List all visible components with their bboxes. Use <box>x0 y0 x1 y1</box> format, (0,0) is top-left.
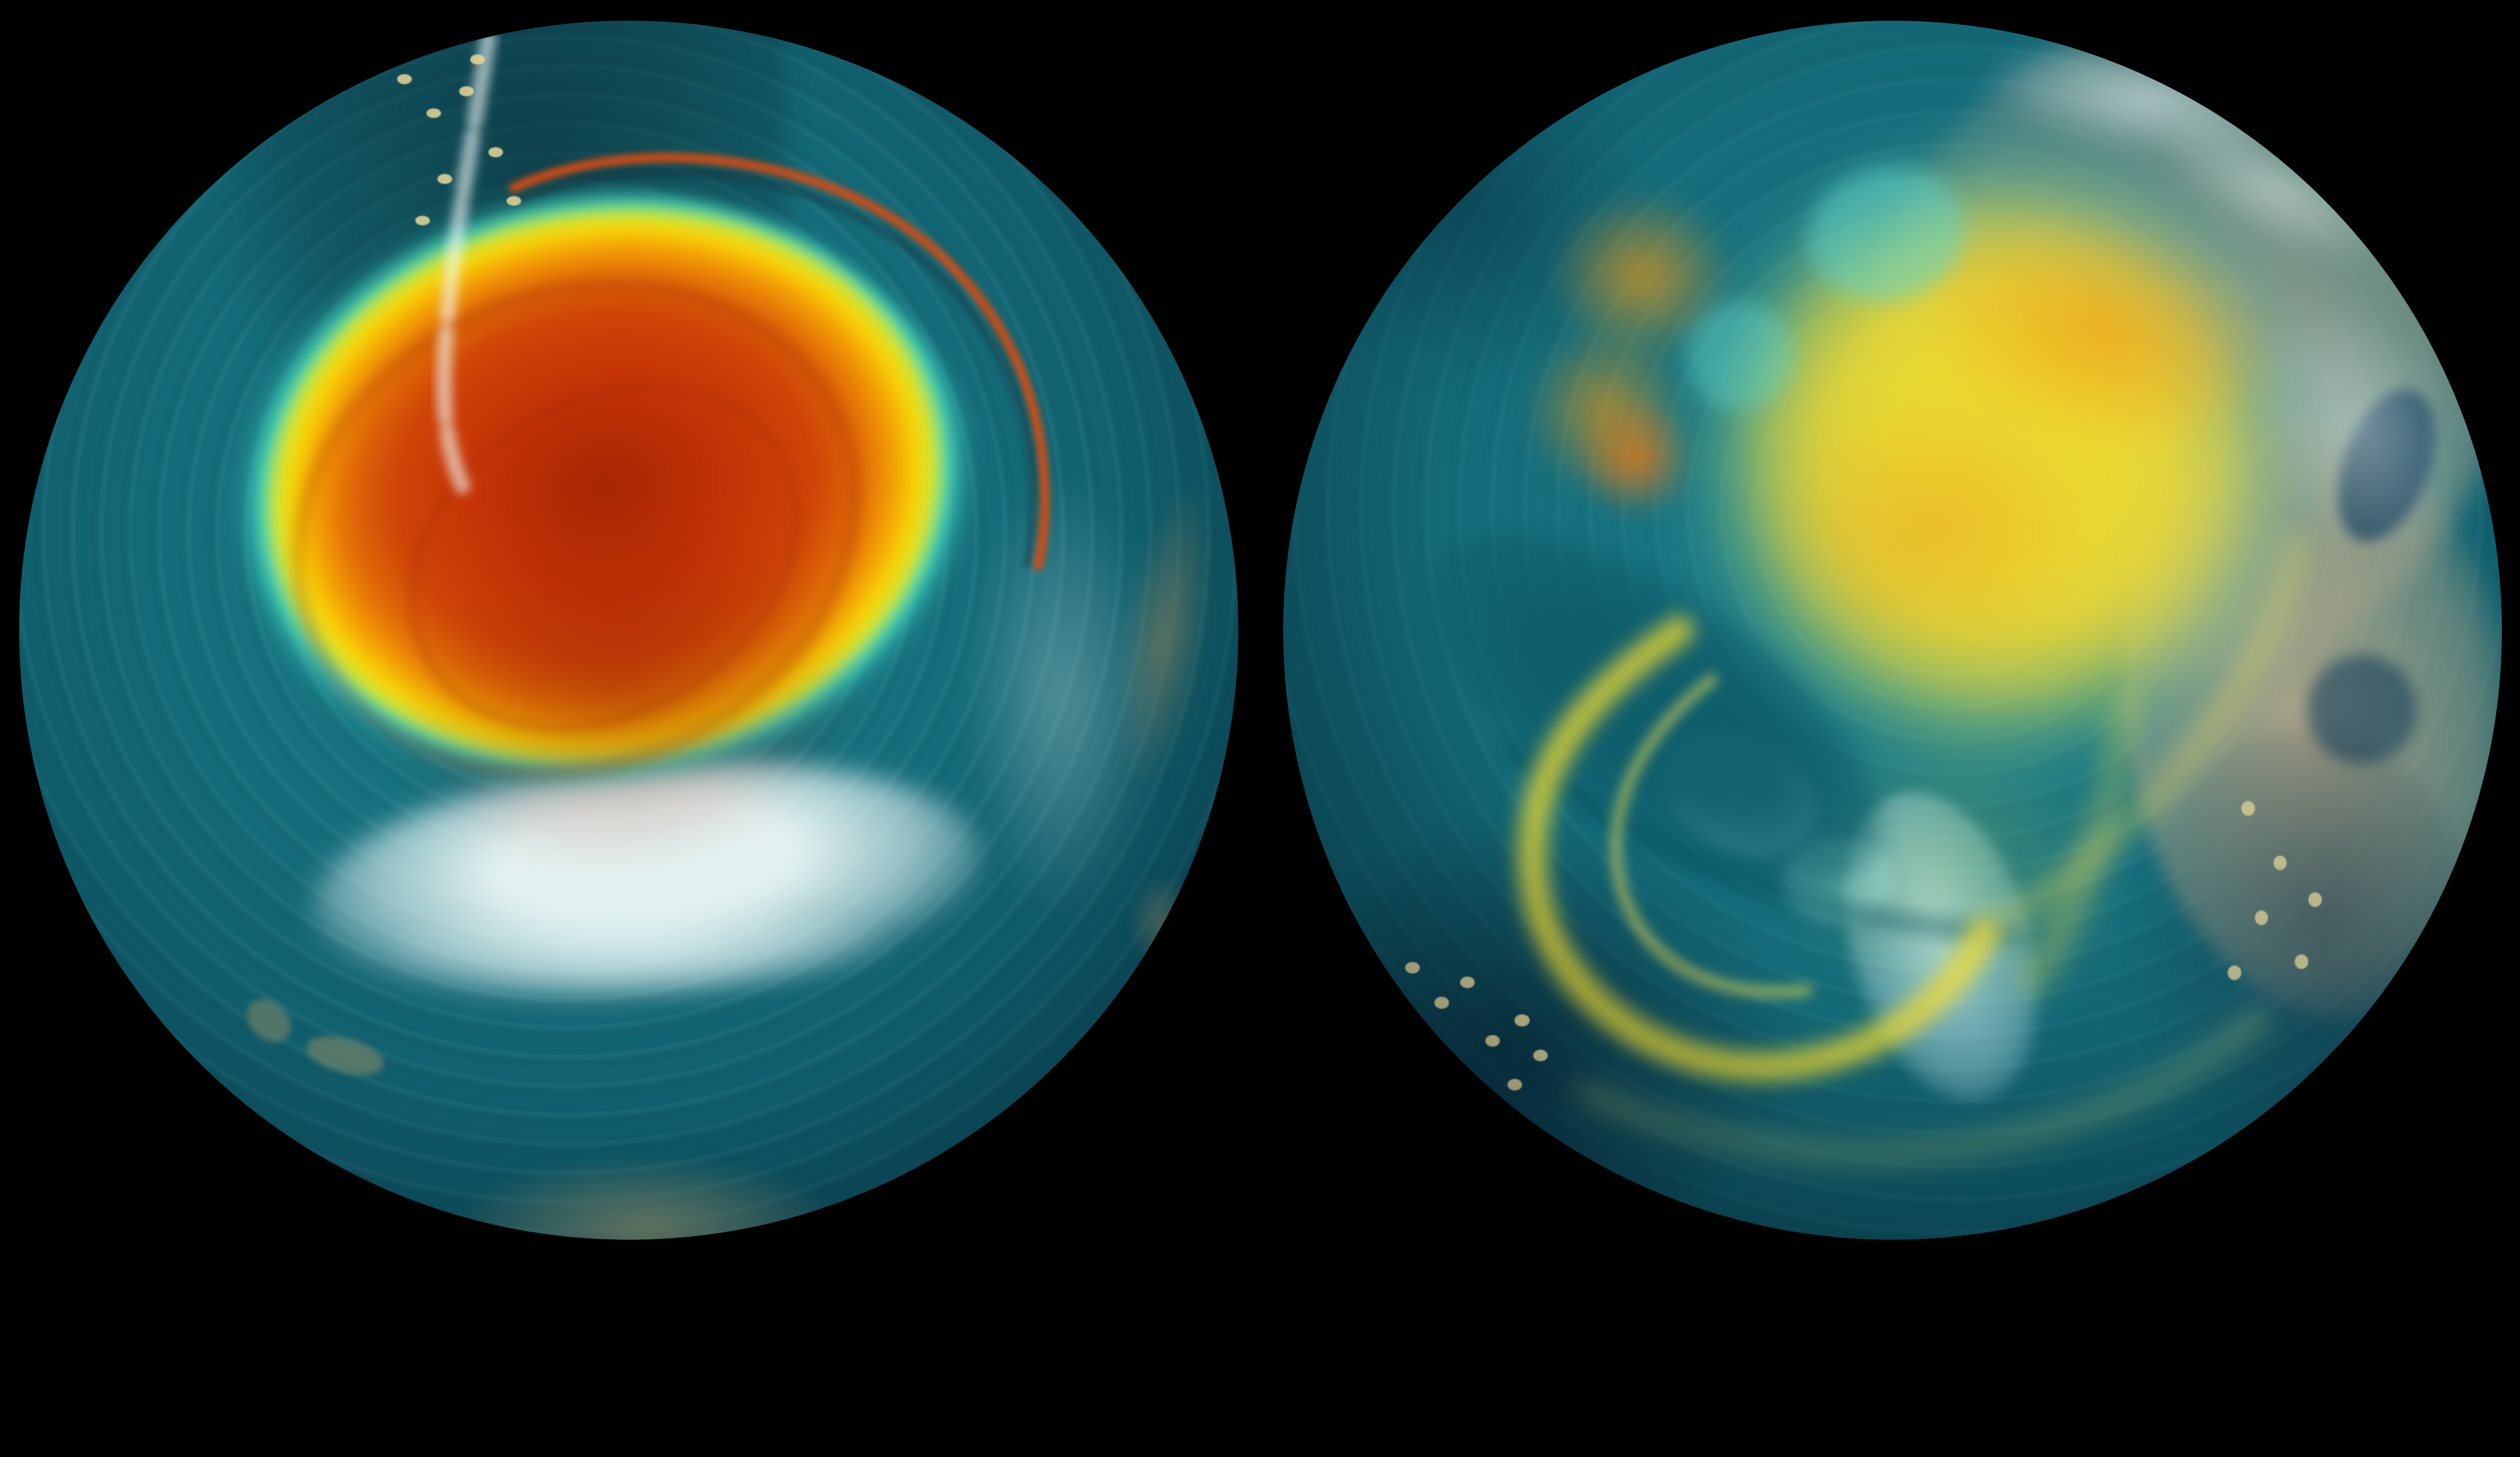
greenland-ice-sheet <box>1809 769 2073 1125</box>
cloud-cyan-inclusion <box>1793 149 1980 319</box>
left-globe-filament-overlay <box>436 29 1050 571</box>
shear-line-dark <box>1506 743 2024 941</box>
filament-shadow-line <box>509 169 1036 568</box>
ozone-filament-arc <box>509 152 1050 571</box>
ozone-descending-band <box>2018 689 2139 996</box>
ozone-orange-hotspot <box>1527 325 1686 496</box>
city-light-dot <box>1533 1049 1548 1062</box>
city-light-dot <box>426 108 441 118</box>
city-light-dot <box>415 215 430 226</box>
europe-city-lights <box>2161 691 2429 1057</box>
new-zealand-island <box>238 990 299 1051</box>
right-globe-filament-overlay <box>1506 535 2305 1166</box>
antarctic-ozone-globe <box>19 20 1238 1240</box>
ozone-swirl-mass <box>1533 67 2387 889</box>
city-light-dot <box>1515 1014 1530 1026</box>
city-light-dot <box>2241 801 2255 816</box>
city-light-dot <box>459 86 474 96</box>
antarctic-ice-clouds <box>302 735 991 1025</box>
city-light-dot <box>488 147 503 157</box>
ozone-orange-hotspot <box>1551 191 1734 362</box>
antarctic-ice-ragged-edge <box>385 898 897 996</box>
city-light-dot <box>1434 997 1449 1009</box>
rim-sea-patch <box>2307 654 2417 765</box>
ozone-tail-filament <box>1974 535 2305 943</box>
city-light-dot <box>2228 965 2241 981</box>
south-america-city-lights <box>287 21 653 265</box>
city-light-dot <box>2273 856 2287 871</box>
north-america-city-lights <box>1332 874 1698 1167</box>
east-limb-haze <box>970 483 1153 911</box>
ozone-hook-inner-filament <box>1610 673 1813 998</box>
city-light-dot <box>2295 954 2308 969</box>
ozone-orange-core <box>1771 398 2100 655</box>
ozone-orange-band <box>1898 183 2302 480</box>
ozone-hook-filament <box>1518 615 1999 1081</box>
city-light-dot <box>1423 1035 1438 1047</box>
city-light-dot <box>1460 976 1475 989</box>
vortex-swirl-ring <box>344 313 864 802</box>
city-light-dot <box>470 54 485 65</box>
city-light-dot <box>2254 910 2269 926</box>
new-zealand-island <box>302 1029 388 1082</box>
arctic-archipelago-ice <box>1783 837 1893 923</box>
city-light-dot <box>1485 1035 1500 1047</box>
city-light-dot <box>437 174 452 184</box>
vortex-swirl-ring <box>218 198 934 860</box>
city-light-dot <box>397 74 412 84</box>
city-light-dot <box>1405 961 1420 974</box>
space-background <box>19 20 2502 1240</box>
city-light-dot <box>1471 1084 1486 1097</box>
city-light-dot <box>507 196 522 206</box>
vortex-core-shading <box>352 461 905 921</box>
city-light-dot <box>1507 1078 1522 1091</box>
city-light-dot <box>1441 1064 1457 1076</box>
arctic-archipelago-ice <box>1646 712 1835 877</box>
arctic-ozone-globe <box>1283 20 2502 1240</box>
ozone-hole-vortex <box>54 115 1057 1012</box>
ozone-outer-arc <box>1576 1008 2271 1166</box>
city-light-dot <box>2308 892 2322 907</box>
ozone-orange-hotspot <box>1576 398 1698 521</box>
africa-rim-landmass <box>1099 479 1231 794</box>
caspian-sea-patch <box>2319 376 2454 555</box>
cloud-cyan-inclusion <box>1685 301 1795 411</box>
ozone-teal-notch <box>1373 464 1936 955</box>
andes-cloud-trail <box>436 29 496 496</box>
ozone-green-wash <box>1747 674 2160 1062</box>
